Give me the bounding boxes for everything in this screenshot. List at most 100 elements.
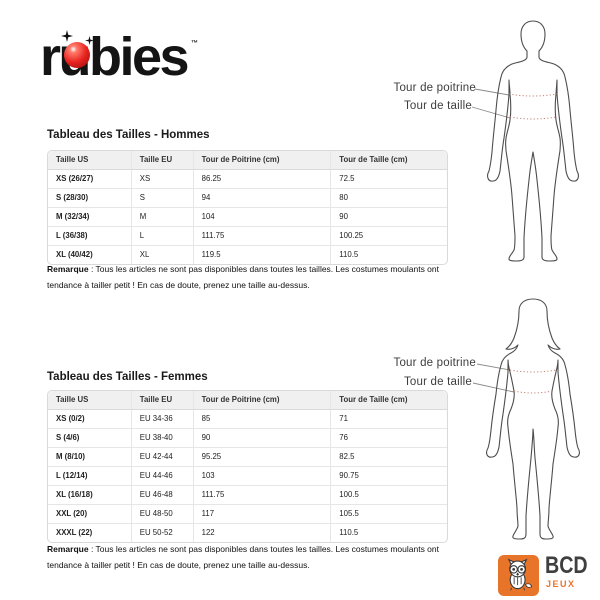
column-header: Tour de Poitrine (cm) — [193, 151, 332, 170]
table-cell: 111.75 — [193, 226, 332, 245]
table-cell: XS (26/27) — [48, 170, 132, 188]
waist-pointer-line — [472, 382, 515, 393]
bcd-wordmark: BCD — [545, 552, 588, 579]
table-cell: L — [131, 226, 194, 245]
waist-pointer-line — [471, 106, 511, 119]
table-cell: EU 46-48 — [131, 485, 194, 504]
table-cell: EU 42-44 — [131, 447, 194, 466]
male-chest-label: Tour de poitrine — [393, 82, 476, 94]
rubies-logo: rubies ™ — [40, 28, 210, 90]
trademark-symbol: ™ — [191, 40, 198, 47]
table-cell: 95.25 — [193, 447, 332, 466]
table-row: L (36/38) L 111.75 100.25 — [48, 226, 447, 245]
table-cell: 80 — [331, 188, 447, 207]
waist-measure-dashline — [513, 390, 553, 394]
note-text: : Tous les articles ne sont pas disponib… — [47, 544, 439, 570]
note-label: Remarque — [47, 544, 89, 554]
chest-measure-dashline — [509, 369, 557, 373]
women-note: Remarque : Tous les articles ne sont pas… — [47, 541, 449, 573]
male-silhouette-figure — [471, 20, 579, 262]
table-cell: 117 — [193, 504, 332, 523]
table-cell: M (8/10) — [48, 447, 132, 466]
bcd-jeux-logo: BCD JEUX — [498, 552, 598, 599]
table-row: S (28/30) S 94 80 — [48, 188, 447, 207]
column-header: Tour de Poitrine (cm) — [193, 391, 332, 410]
table-cell: 110.5 — [331, 523, 447, 542]
women-header-row: Taille US Taille EU Tour de Poitrine (cm) T… — [48, 391, 447, 410]
logo-letters-bies: bies — [89, 27, 190, 87]
column-header: Taille US — [48, 391, 132, 410]
table-cell: 82.5 — [331, 447, 447, 466]
table-cell: 72.5 — [339, 174, 355, 183]
table-cell: EU 48-50 — [131, 504, 194, 523]
owl-icon — [498, 555, 539, 596]
table-cell: 111.75 — [193, 485, 332, 504]
table-cell: L (36/38) — [48, 226, 132, 245]
table-cell: XL (16/18) — [48, 485, 132, 504]
table-row: M (8/10) EU 42-44 95.25 82.5 — [48, 447, 447, 466]
table-row: XS (26/27) XS 86.25 72.5 — [48, 170, 447, 188]
table-cell: 86.25 — [194, 170, 332, 188]
table-cell: 90.75 — [331, 466, 447, 485]
table-cell: XXXL (22) — [48, 523, 132, 542]
table-cell: XL — [131, 245, 194, 264]
table-row: XXL (20) EU 48-50 117 105.5 — [48, 504, 447, 523]
table-cell: M (32/34) — [48, 207, 132, 226]
table-cell: 90 — [193, 428, 332, 447]
table-cell: 122 — [193, 523, 332, 542]
men-section-title: Tableau des Tailles - Hommes — [47, 129, 210, 141]
sparkle-icon — [85, 36, 94, 45]
men-note: Remarque : Tous les articles ne sont pas… — [47, 261, 449, 293]
note-label: Remarque — [47, 264, 89, 274]
table-row: XS (0/2) EU 34-36 85 71 — [48, 410, 447, 428]
male-body-outline — [487, 20, 579, 262]
table-cell: 119.5 — [193, 245, 332, 264]
female-body-outline — [486, 298, 580, 540]
men-header-row: Taille US Taille EU Tour de Poitrine (cm) T… — [48, 151, 447, 170]
column-header: Taille US — [48, 151, 132, 170]
table-row: XXXL (22) EU 50-52 122 110.5 — [48, 523, 447, 542]
table-row: XL (40/42) XL 119.5 110.5 — [48, 245, 447, 264]
male-waist-label: Tour de taille — [403, 100, 472, 112]
table-cell: S (4/6) — [48, 428, 132, 447]
table-cell: 90 — [331, 207, 447, 226]
women-section-title: Tableau des Tailles - Femmes — [47, 371, 208, 383]
table-row: S (4/6) EU 38-40 90 76 — [48, 428, 447, 447]
table-cell: 103 — [193, 466, 332, 485]
female-chest-label: Tour de poitrine — [393, 357, 476, 369]
table-cell: 71 — [339, 414, 348, 423]
table-cell: EU 50-52 — [131, 523, 194, 542]
jeux-wordmark: JEUX — [546, 579, 576, 589]
table-cell: 94 — [193, 188, 332, 207]
chest-pointer-line — [476, 363, 511, 371]
table-cell: S — [131, 188, 194, 207]
column-header: Taille EU — [131, 391, 194, 410]
column-header: Tour de Taille (cm) — [331, 151, 447, 170]
table-cell: 85 — [194, 410, 332, 428]
female-waist-label: Tour de taille — [403, 376, 472, 388]
table-cell: 76 — [331, 428, 447, 447]
table-cell: 110.5 — [331, 245, 447, 264]
table-cell: EU 34-36 — [132, 410, 194, 428]
table-cell: EU 44-46 — [131, 466, 194, 485]
table-cell: L (12/14) — [48, 466, 132, 485]
table-cell: 105.5 — [331, 504, 447, 523]
table-cell: S (28/30) — [48, 188, 132, 207]
table-cell: XXL (20) — [48, 504, 132, 523]
table-cell: EU 38-40 — [131, 428, 194, 447]
column-header: Tour de Taille (cm) — [331, 391, 447, 410]
column-header: Taille EU — [131, 151, 194, 170]
table-row: M (32/34) M 104 90 — [48, 207, 447, 226]
table-cell: XS — [132, 170, 194, 188]
table-cell: 104 — [193, 207, 332, 226]
female-silhouette-figure — [472, 298, 580, 540]
table-cell: XL (40/42) — [48, 245, 132, 264]
table-cell: XS (0/2) — [48, 410, 132, 428]
logo-letter-r: r — [40, 27, 61, 87]
table-cell: M — [131, 207, 194, 226]
table-row: XL (16/18) EU 46-48 111.75 100.5 — [48, 485, 447, 504]
table-cell: 100.5 — [331, 485, 447, 504]
table-row: L (12/14) EU 44-46 103 90.75 — [48, 466, 447, 485]
chest-pointer-line — [474, 88, 510, 96]
waist-measure-dashline — [509, 116, 557, 120]
